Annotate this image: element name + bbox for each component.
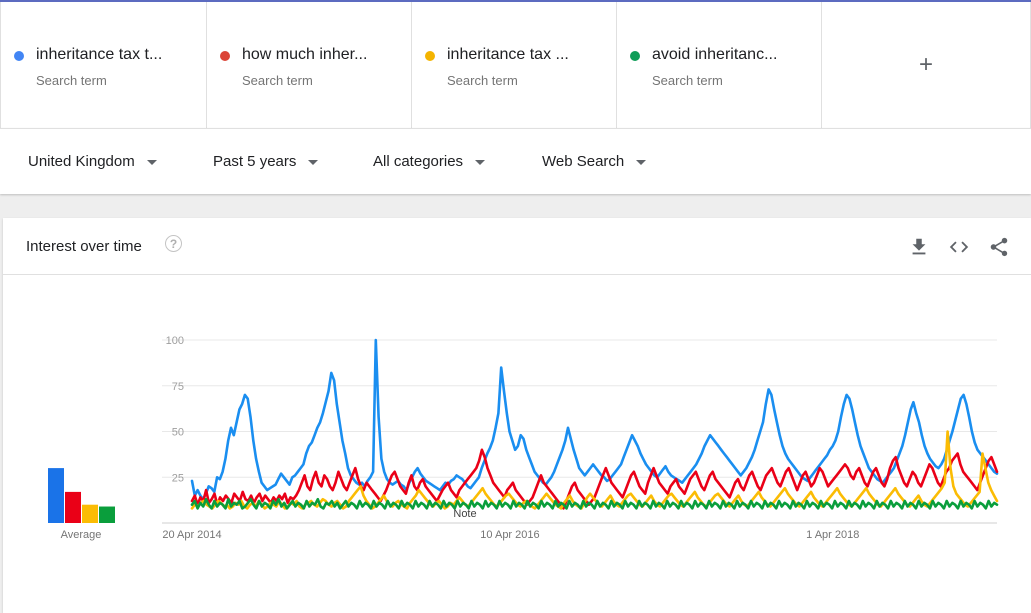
card-title: Interest over time bbox=[26, 238, 142, 255]
interest-chart: 25 50 75 100 20 Apr 2014 10 Apr 2016 1 Apr 201… bbox=[48, 335, 999, 541]
category-label: All categories bbox=[373, 153, 464, 170]
search-term-name: inheritance tax t... bbox=[36, 46, 163, 63]
time-range-dropdown[interactable]: Past 5 years bbox=[213, 153, 319, 170]
y-tick-label: 75 bbox=[172, 381, 184, 393]
series-line bbox=[190, 497, 999, 510]
average-bar bbox=[82, 504, 98, 523]
embed-code-icon[interactable] bbox=[948, 236, 970, 258]
series-color-dot bbox=[425, 51, 435, 61]
search-term-name: avoid inheritanc... bbox=[652, 46, 778, 63]
time-range-label: Past 5 years bbox=[213, 153, 297, 170]
search-term-name: inheritance tax ... bbox=[447, 46, 569, 63]
x-tick-label: 1 Apr 2018 bbox=[806, 529, 859, 541]
series-color-dot bbox=[630, 51, 640, 61]
category-dropdown[interactable]: All categories bbox=[373, 153, 486, 170]
download-icon[interactable] bbox=[908, 236, 930, 258]
card-header: Interest over time ? bbox=[3, 218, 1031, 275]
plus-icon: + bbox=[918, 51, 933, 78]
search-term-type: Search term bbox=[242, 73, 313, 88]
region-dropdown[interactable]: United Kingdom bbox=[28, 153, 157, 170]
caret-down-icon bbox=[308, 159, 319, 165]
series-color-dot bbox=[220, 51, 230, 61]
search-term-4[interactable]: avoid inheritanc... Search term bbox=[617, 2, 822, 128]
region-label: United Kingdom bbox=[28, 153, 135, 170]
search-term-type: Search term bbox=[652, 73, 723, 88]
y-tick-label: 25 bbox=[172, 472, 184, 484]
caret-down-icon bbox=[146, 159, 157, 165]
x-tick-label: 10 Apr 2016 bbox=[480, 529, 539, 541]
search-type-label: Web Search bbox=[542, 153, 625, 170]
search-term-name: how much inher... bbox=[242, 46, 368, 63]
note-annotation: Note bbox=[453, 508, 476, 520]
share-icon[interactable] bbox=[988, 236, 1010, 258]
series-line bbox=[190, 338, 999, 501]
y-tick-label: 100 bbox=[166, 335, 184, 347]
search-term-1[interactable]: inheritance tax t... Search term bbox=[0, 2, 207, 128]
search-term-3[interactable]: inheritance tax ... Search term bbox=[412, 2, 617, 128]
interest-over-time-card: Interest over time ? 25 50 75 100 20 Apr 201… bbox=[3, 218, 1031, 613]
filter-bar: United Kingdom Past 5 years All categori… bbox=[0, 128, 1031, 194]
help-icon[interactable]: ? bbox=[165, 235, 182, 252]
search-term-2[interactable]: how much inher... Search term bbox=[207, 2, 412, 128]
average-label: Average bbox=[61, 529, 102, 541]
series-color-dot bbox=[14, 51, 24, 61]
search-term-type: Search term bbox=[36, 73, 107, 88]
average-bar bbox=[65, 491, 81, 523]
caret-down-icon bbox=[475, 159, 486, 165]
x-tick-label: 20 Apr 2014 bbox=[162, 529, 221, 541]
y-tick-label: 50 bbox=[172, 427, 184, 439]
search-type-dropdown[interactable]: Web Search bbox=[542, 153, 647, 170]
average-bar bbox=[48, 468, 64, 523]
average-bar bbox=[99, 506, 115, 523]
add-comparison-button[interactable]: + bbox=[822, 2, 1031, 128]
caret-down-icon bbox=[636, 159, 647, 165]
compare-bar: inheritance tax t... Search term how muc… bbox=[0, 0, 1031, 128]
search-term-type: Search term bbox=[447, 73, 518, 88]
